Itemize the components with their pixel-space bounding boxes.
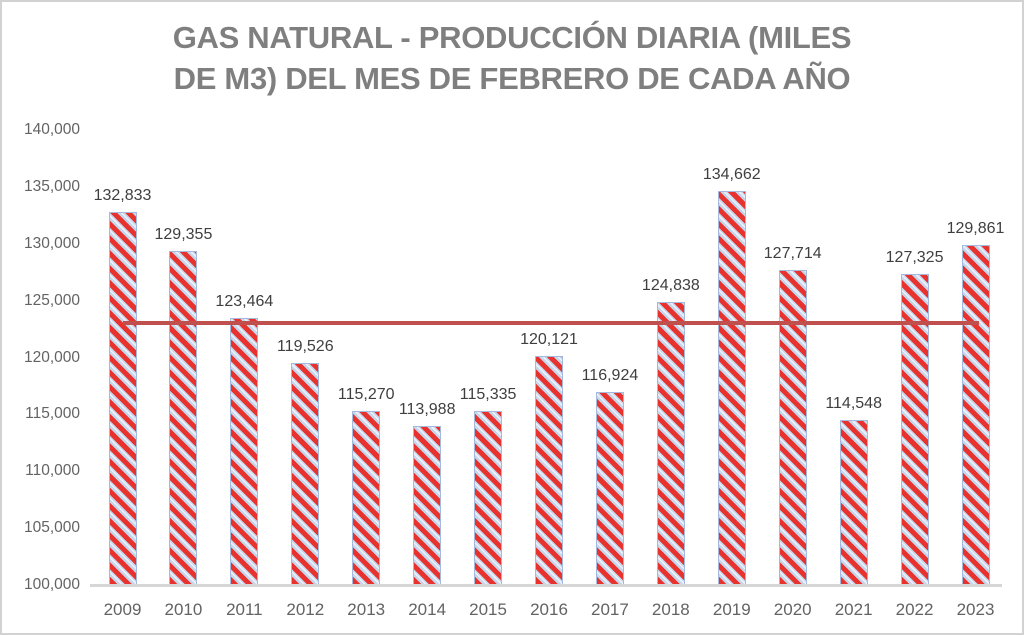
data-label-2021: 114,548 — [825, 394, 882, 412]
x-tick-2020: 2020 — [773, 600, 812, 619]
x-tick-2022: 2022 — [895, 600, 934, 619]
y-tick-125000: 125,000 — [23, 291, 80, 309]
data-label-2015: 115,335 — [459, 385, 517, 403]
data-label-2011: 123,464 — [215, 293, 274, 311]
bar-2020 — [778, 269, 807, 585]
x-tick-2017: 2017 — [591, 600, 629, 619]
data-label-2013: 115,270 — [337, 386, 395, 404]
y-tick-140000: 140,000 — [23, 121, 80, 138]
chart-title-line-2: DE M3) DEL MES DE FEBRERO DE CADA AÑO — [173, 61, 851, 96]
bar-2022 — [900, 274, 929, 585]
x-tick-2012: 2012 — [286, 600, 325, 619]
bar-2015 — [474, 410, 503, 585]
chart-title: GAS NATURAL - PRODUCCIÓN DIARIA (MILES D… — [2, 17, 1022, 99]
y-tick-100000: 100,000 — [23, 576, 80, 593]
data-label-2010: 129,355 — [154, 226, 213, 244]
y-tick-120000: 120,000 — [23, 348, 80, 366]
average-reference-line — [122, 320, 979, 326]
data-label-2023: 129,861 — [946, 220, 1005, 238]
data-label-2017: 116,924 — [581, 367, 639, 385]
x-tick-2016: 2016 — [530, 600, 568, 619]
bar-2019 — [717, 190, 746, 585]
bar-2012 — [291, 362, 320, 585]
bar-2017 — [595, 392, 624, 585]
data-label-2019: 134,662 — [702, 165, 761, 183]
y-tick-130000: 130,000 — [23, 234, 80, 252]
data-label-2018: 124,838 — [641, 277, 700, 295]
x-axis-line — [90, 583, 1002, 587]
data-label-2012: 119,526 — [276, 337, 334, 355]
bar-2011 — [230, 318, 259, 585]
x-tick-2015: 2015 — [469, 600, 507, 619]
data-label-2020: 127,714 — [763, 244, 822, 262]
chart-title-line-1: GAS NATURAL - PRODUCCIÓN DIARIA (MILES — [172, 20, 852, 55]
x-tick-2013: 2013 — [347, 600, 386, 619]
bar-2009 — [108, 211, 137, 585]
y-tick-115000: 115,000 — [25, 405, 80, 423]
x-tick-2023: 2023 — [956, 600, 995, 619]
data-label-2014: 113,988 — [398, 400, 456, 418]
x-tick-2011: 2011 — [226, 600, 263, 619]
data-label-2009: 132,833 — [93, 186, 152, 204]
x-tick-2014: 2014 — [408, 600, 447, 619]
bar-2016 — [535, 356, 563, 585]
data-label-2016: 120,121 — [520, 331, 578, 349]
bar-2013 — [352, 411, 381, 585]
bar-2023 — [961, 245, 990, 585]
y-tick-105000: 105,000 — [23, 519, 80, 537]
bar-2010 — [169, 251, 198, 585]
data-label-2022: 127,325 — [885, 249, 944, 267]
x-tick-2010: 2010 — [164, 600, 203, 619]
y-tick-135000: 135,000 — [23, 177, 80, 195]
bar-2021 — [839, 419, 868, 585]
bar-2018 — [656, 302, 685, 585]
y-tick-110000: 110,000 — [25, 462, 80, 480]
x-tick-2009: 2009 — [103, 600, 142, 619]
bar-2014 — [413, 425, 442, 585]
x-tick-2021: 2021 — [834, 600, 873, 619]
x-tick-2018: 2018 — [651, 600, 690, 619]
x-tick-2019: 2019 — [712, 600, 751, 619]
